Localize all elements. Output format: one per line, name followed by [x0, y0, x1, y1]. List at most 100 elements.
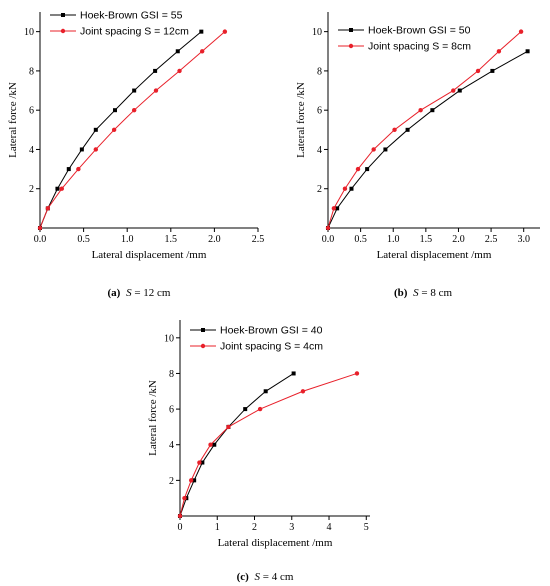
series-line-2	[40, 31, 226, 228]
data-point	[371, 147, 376, 152]
x-tick-label: 2.0	[452, 234, 465, 245]
data-point	[451, 88, 456, 93]
data-point	[76, 166, 81, 172]
data-point	[518, 29, 524, 34]
data-point	[112, 108, 117, 113]
legend-marker	[200, 343, 206, 349]
y-tick-label: 2	[29, 184, 34, 195]
data-point	[212, 442, 217, 447]
legend-entry: Joint spacing S = 4cm	[220, 341, 323, 353]
x-tick-label: 1.5	[165, 234, 178, 245]
x-tick-label: 1.0	[387, 234, 400, 245]
data-point	[365, 167, 370, 172]
caption-b: (b) S = 8 cm	[394, 287, 453, 299]
data-point	[418, 107, 423, 113]
x-tick-label: 0.5	[354, 234, 367, 245]
data-point	[525, 49, 530, 54]
data-point	[430, 108, 435, 113]
data-point	[111, 127, 117, 133]
data-point	[177, 513, 183, 519]
data-point	[182, 495, 187, 501]
y-axis-label: Lateral force /kN	[295, 82, 307, 158]
x-tick-label: 2.5	[252, 234, 265, 245]
legend-marker	[349, 28, 353, 32]
x-axis-label: Lateral displacement /mm	[377, 249, 492, 261]
data-point	[243, 407, 248, 412]
y-tick-label: 10	[312, 27, 322, 38]
y-tick-label: 8	[317, 66, 322, 77]
data-point	[79, 147, 84, 152]
x-tick-label: 0.0	[322, 234, 335, 245]
data-point	[349, 186, 354, 191]
y-tick-label: 8	[169, 369, 174, 380]
data-point	[490, 68, 495, 73]
series-line-2	[328, 31, 522, 228]
series-line-1	[40, 31, 202, 228]
legend-entry: Hoek-Brown GSI = 50	[368, 25, 471, 37]
x-tick-label: 0	[178, 522, 183, 533]
x-tick-label: 3.0	[517, 234, 530, 245]
data-point	[226, 424, 231, 430]
x-axis-label: Lateral displacement /mm	[218, 537, 333, 549]
panel-a: 0.0 0.5 1.0 1.5 2.0 2.5 2 4 6 8 10 Lateral displace…	[7, 10, 264, 262]
y-tick-label: 2	[169, 476, 174, 487]
legend-entry: Joint spacing S = 12cm	[80, 26, 189, 38]
x-tick-label: 0.5	[77, 234, 90, 245]
data-point	[475, 68, 481, 74]
data-point	[405, 127, 410, 132]
data-point	[257, 406, 263, 412]
y-tick-label: 8	[29, 66, 34, 77]
legend-marker	[201, 328, 205, 332]
y-tick-label: 4	[29, 145, 34, 156]
data-point	[325, 225, 331, 231]
panel-b: 0.0 0.5 1.0 1.5 2.0 2.5 3.0 2 4 6 8 10 Lateral displ…	[295, 12, 540, 261]
x-tick-label: 2.0	[208, 234, 221, 245]
y-axis-label: Lateral force /kN	[147, 380, 159, 456]
data-point	[153, 68, 158, 73]
x-axis-label: Lateral displacement /mm	[92, 249, 207, 261]
data-point	[291, 371, 296, 376]
x-tick-label: 1.5	[420, 234, 433, 245]
data-point	[93, 147, 99, 152]
series-line-2	[180, 372, 358, 516]
data-point	[199, 49, 205, 54]
legend-marker	[348, 43, 354, 49]
data-point	[188, 478, 194, 483]
data-point	[222, 29, 228, 34]
data-point	[355, 166, 361, 172]
data-point	[59, 186, 64, 191]
data-point	[392, 127, 397, 133]
y-tick-label: 6	[317, 106, 322, 117]
x-tick-label: 1.0	[121, 234, 134, 245]
data-point	[37, 225, 43, 231]
caption-a: (a) S = 12 cm	[108, 287, 171, 299]
x-tick-label: 5	[364, 522, 369, 533]
data-point	[331, 206, 337, 211]
y-tick-label: 10	[164, 333, 174, 344]
legend-marker	[60, 28, 66, 34]
data-point	[132, 88, 137, 93]
data-point	[200, 460, 205, 465]
caption-c: (c) S = 4 cm	[237, 571, 294, 583]
panel-c: 0 1 2 3 4 5 2 4 6 8 10 Lateral displacement /mm Late…	[147, 320, 370, 549]
data-point	[131, 107, 137, 113]
data-point	[66, 167, 71, 172]
data-point	[55, 186, 60, 191]
x-tick-label: 4	[327, 522, 332, 533]
y-tick-label: 4	[317, 145, 322, 156]
data-point	[263, 389, 268, 394]
data-point	[335, 206, 340, 211]
data-point	[496, 49, 502, 54]
data-point	[153, 88, 159, 93]
legend-entry: Hoek-Brown GSI = 40	[220, 325, 323, 337]
data-point	[175, 49, 180, 54]
x-tick-label: 3	[289, 522, 294, 533]
data-point	[457, 88, 462, 93]
data-point	[199, 29, 204, 34]
legend-entry: Joint spacing S = 8cm	[368, 41, 471, 53]
legend-marker	[61, 13, 65, 17]
y-tick-label: 4	[169, 440, 174, 451]
data-point	[354, 371, 360, 376]
data-point	[342, 186, 348, 191]
